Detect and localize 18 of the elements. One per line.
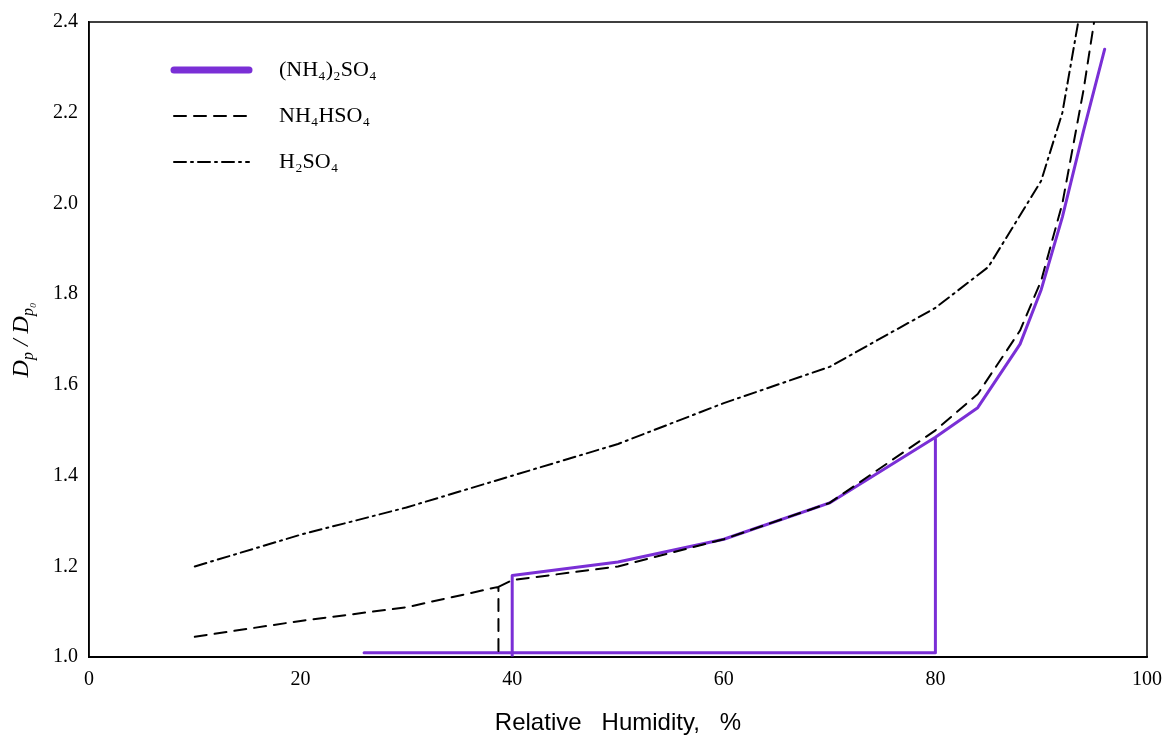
legend-label: (NH₄)₂SO₄: [279, 55, 377, 81]
y-tick-label: 1.6: [53, 372, 78, 395]
y-tick-label: 2.4: [53, 9, 78, 32]
x-tick-label: 80: [925, 667, 946, 690]
x-tick-label: 20: [290, 667, 311, 690]
x-tick-label: 100: [1132, 667, 1162, 690]
y-tick-label: 2.2: [53, 99, 78, 122]
y-tick-label: 1.8: [53, 281, 78, 304]
legend-label: NH₄HSO₄: [279, 101, 371, 127]
x-tick-label: 40: [502, 667, 523, 690]
x-axis-title: Relative Humidity, %: [494, 708, 742, 736]
y-tick-label: 1.4: [53, 462, 78, 485]
y-tick-label: 1.2: [53, 553, 78, 576]
y-tick-label: 1.0: [53, 644, 78, 667]
y-tick-label: 2.0: [53, 190, 78, 213]
x-tick-label: 60: [713, 667, 734, 690]
legend-label: H₂SO₄: [279, 147, 339, 173]
x-tick-label: 0: [84, 667, 94, 690]
